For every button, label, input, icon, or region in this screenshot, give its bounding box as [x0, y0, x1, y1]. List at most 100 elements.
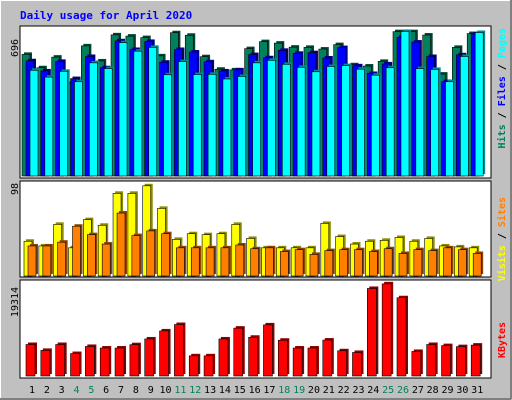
kbytes-bar [40, 348, 52, 377]
pages-bar [207, 72, 219, 177]
pages-bar [445, 79, 456, 177]
pages-bar [222, 76, 233, 177]
legend-sites: Sites [496, 197, 508, 227]
kbytes-bar [159, 328, 171, 377]
sites-bar [309, 252, 320, 277]
kbytes-bar [277, 338, 290, 377]
pages-bar [326, 64, 337, 177]
pages-bar [430, 67, 441, 177]
sites-bar [279, 249, 291, 277]
sites-bar [161, 231, 172, 277]
day-label: 14 [219, 385, 231, 396]
day-label: 31 [471, 385, 483, 396]
sites-bar [87, 232, 98, 277]
day-label: 10 [160, 385, 172, 396]
pages-bar [371, 73, 382, 177]
kbytes-bar [381, 281, 394, 377]
top-axis-legend: Hits / Files / Pages [496, 28, 508, 148]
sites-bar [413, 247, 424, 277]
kbytes-bar [367, 286, 379, 377]
day-label: 7 [118, 385, 124, 396]
kbytes-bar [456, 344, 468, 377]
kbytes-bar [248, 335, 260, 377]
top-max-tick-label: 696 [10, 39, 21, 57]
kbytes-bar [203, 353, 216, 377]
legend-pages: Pages [497, 28, 508, 58]
kbytes-bar [307, 346, 319, 377]
pages-bar [148, 45, 159, 177]
sites-bar [205, 245, 217, 277]
middle-axis-legend: Visits / Sites [496, 197, 508, 281]
sites-bar [472, 251, 484, 277]
pages-bar [29, 68, 40, 177]
kbytes-bar [322, 338, 334, 377]
day-label: 23 [352, 385, 364, 396]
bottom-max-tick-label: 19314 [10, 287, 21, 317]
pages-bar [341, 63, 352, 177]
kbytes-bar [70, 351, 82, 377]
sites-bar [176, 245, 187, 277]
kbytes-bar [470, 343, 483, 377]
sites-bar [72, 224, 83, 277]
kbytes-bar [114, 346, 127, 377]
pages-bar [415, 66, 426, 177]
sites-bar [190, 245, 202, 277]
sites-bar [116, 211, 128, 277]
middle-max-tick-label: 98 [10, 183, 21, 195]
day-label: 2 [44, 385, 50, 396]
day-label: 9 [148, 385, 154, 396]
kbytes-bar [411, 349, 423, 377]
sites-bar [354, 247, 365, 277]
pages-bar [267, 58, 278, 177]
sites-bar [398, 251, 409, 277]
kbytes-bars [25, 281, 483, 377]
visits-sites-bars [23, 183, 484, 277]
day-label: 6 [103, 385, 109, 396]
day-label: 8 [133, 385, 139, 396]
pages-bar [474, 30, 486, 177]
sites-bar [458, 247, 469, 277]
sites-bar [235, 242, 246, 277]
legend-visits: Visits [496, 245, 508, 281]
sites-bar [101, 242, 113, 277]
day-label: 22 [338, 385, 350, 396]
sites-bar [443, 245, 454, 277]
sites-bar [57, 240, 68, 277]
day-label: 16 [249, 385, 261, 396]
kbytes-bar [352, 350, 364, 377]
legend-kbytes: KBytes [497, 322, 508, 358]
day-label: 11 [174, 385, 186, 396]
pages-bar [460, 54, 471, 177]
day-label: 15 [234, 385, 246, 396]
kbytes-bar [85, 344, 97, 377]
pages-bar [311, 69, 322, 177]
pages-bar [44, 75, 55, 177]
pages-bar [296, 65, 308, 177]
kbytes-bar [25, 342, 37, 377]
kbytes-bar [218, 336, 230, 377]
day-label: 5 [88, 385, 94, 396]
day-label: 4 [74, 385, 80, 396]
pages-bar [74, 79, 85, 177]
day-label: 29 [441, 385, 453, 396]
pages-bar [356, 67, 367, 177]
kbytes-bar [99, 346, 112, 377]
pages-bar [89, 60, 100, 177]
day-label: 20 [308, 385, 320, 396]
day-label: 30 [456, 385, 468, 396]
day-label: 19 [293, 385, 305, 396]
kbytes-bar [174, 322, 186, 377]
sites-bar [369, 249, 380, 277]
day-label: 28 [427, 385, 439, 396]
day-label: 12 [189, 385, 201, 396]
kbytes-bar [441, 343, 453, 377]
sites-bar [265, 245, 276, 277]
day-label: 18 [278, 385, 290, 396]
day-label: 25 [382, 385, 394, 396]
sites-bar [428, 248, 439, 277]
day-label: 26 [397, 385, 409, 396]
kbytes-bar [55, 342, 67, 377]
kbytes-bar [233, 326, 245, 377]
kbytes-bar [263, 322, 275, 377]
